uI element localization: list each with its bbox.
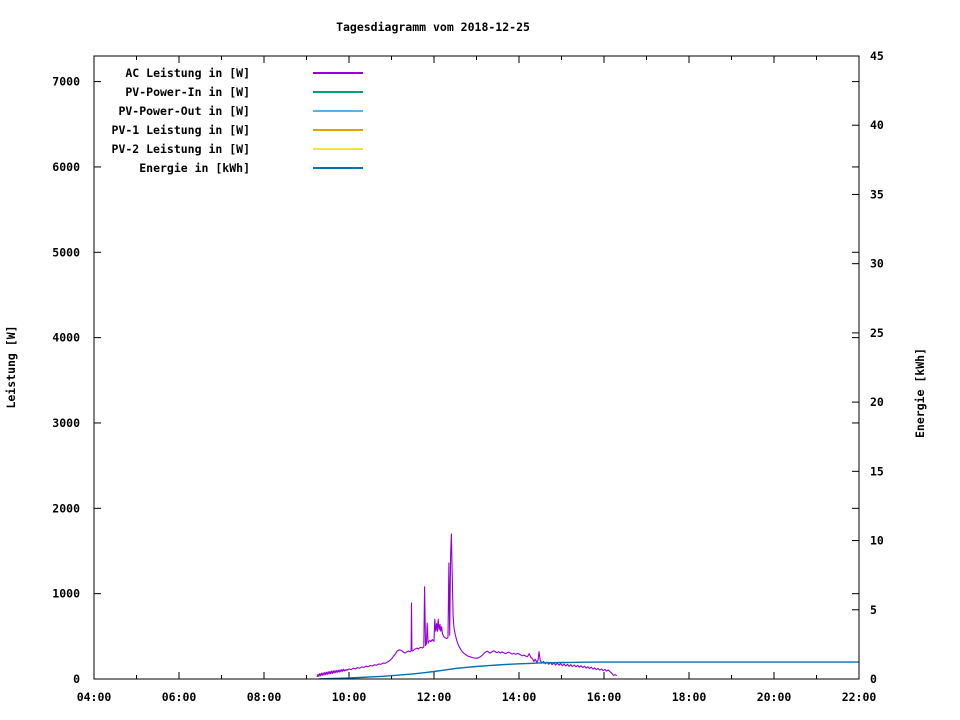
axis-tick-labels: 04:00 06:00 08:00 10:00 12:00 14:00 16:00 18:00…	[52, 49, 884, 704]
y-tick-label: 0	[73, 672, 80, 686]
series-line-energie-in-kwh	[319, 661, 859, 680]
y2-tick-label: 40	[870, 118, 884, 132]
series-line-ac-leistung-in-w	[316, 533, 618, 678]
y-axis-label: Leistung [W]	[4, 325, 18, 408]
legend-label: PV-1 Leistung in [W]	[112, 123, 250, 137]
y2-tick-label: 0	[870, 672, 877, 686]
y2-tick-label: 15	[870, 464, 884, 478]
data-series	[316, 533, 859, 680]
x-tick-label: 16:00	[587, 690, 622, 704]
y-tick-label: 1000	[52, 587, 80, 601]
x-tick-label: 04:00	[77, 690, 112, 704]
y2-tick-label: 20	[870, 395, 884, 409]
legend-label: PV-2 Leistung in [W]	[112, 142, 250, 156]
y2-tick-label: 5	[870, 603, 877, 617]
y2-tick-label: 25	[870, 326, 884, 340]
y-tick-label: 7000	[52, 75, 80, 89]
legend-label: PV-Power-Out in [W]	[118, 104, 250, 118]
y-tick-label: 2000	[52, 501, 80, 515]
y-tick-label: 3000	[52, 416, 80, 430]
y-tick-label: 5000	[52, 245, 80, 259]
x-tick-label: 06:00	[162, 690, 197, 704]
legend-label: PV-Power-In in [W]	[125, 85, 250, 99]
x-tick-label: 14:00	[502, 690, 537, 704]
plot-border	[93, 55, 860, 680]
y2-tick-label: 30	[870, 257, 884, 271]
y2-tick-label: 10	[870, 534, 884, 548]
chart-title: Tagesdiagramm vom 2018-12-25	[336, 20, 530, 34]
y-tick-label: 6000	[52, 160, 80, 174]
legend-label: Energie in [kWh]	[139, 161, 250, 175]
x-tick-label: 22:00	[842, 690, 877, 704]
x-tick-label: 18:00	[672, 690, 707, 704]
y2-tick-label: 35	[870, 187, 884, 201]
y2-axis-label: Energie [kWh]	[913, 348, 927, 438]
legend: AC Leistung in [W] PV-Power-In in [W] PV-P…	[112, 66, 363, 175]
y2-tick-label: 45	[870, 49, 884, 63]
x-tick-label: 20:00	[757, 690, 792, 704]
legend-label: AC Leistung in [W]	[125, 66, 250, 80]
x-tick-label: 08:00	[247, 690, 282, 704]
x-tick-label: 10:00	[332, 690, 367, 704]
y-tick-label: 4000	[52, 331, 80, 345]
x-tick-label: 12:00	[417, 690, 452, 704]
